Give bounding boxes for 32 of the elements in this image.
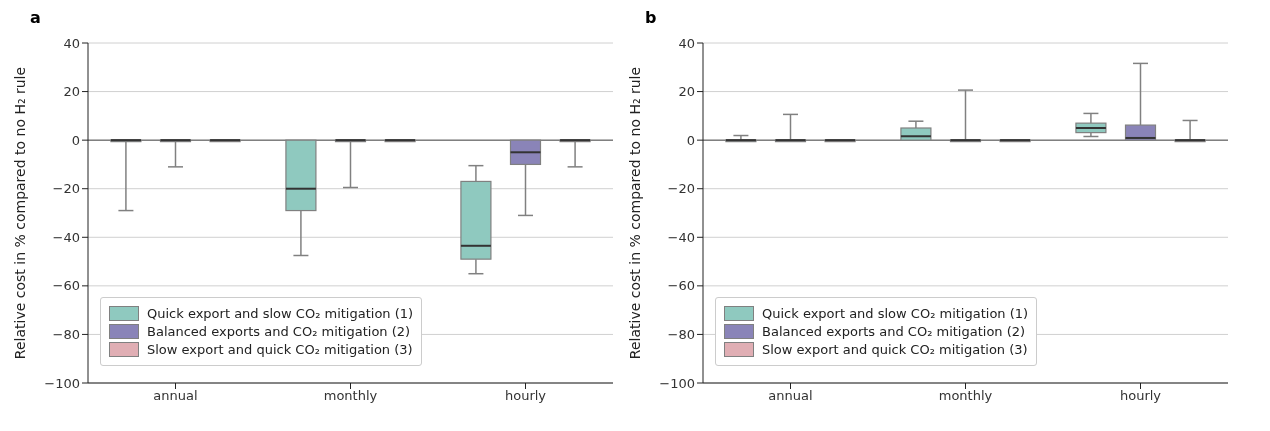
y-axis-title: Relative cost in % compared to no H₂ rule xyxy=(626,66,643,360)
x-tick-label: annual xyxy=(768,388,813,404)
x-tick-label: hourly xyxy=(1119,388,1162,404)
x-tick-label: monthly xyxy=(323,388,378,404)
legend-label: Balanced exports and CO₂ mitigation (2) xyxy=(147,324,411,339)
y-tick-label: −20 xyxy=(52,181,80,197)
y-tick-label: −100 xyxy=(659,375,695,391)
y-tick-label: −40 xyxy=(667,229,695,245)
y-tick-label: 40 xyxy=(678,35,695,51)
y-tick-label: −80 xyxy=(667,327,695,343)
legend-label: Quick export and slow CO₂ mitigation (1) xyxy=(762,306,1029,321)
y-tick-label: 0 xyxy=(71,132,80,148)
y-tick-label: 20 xyxy=(678,84,695,100)
legend-label: Slow export and quick CO₂ mitigation (3) xyxy=(762,342,1028,357)
chart-title: a xyxy=(30,8,41,27)
y-tick-label: −60 xyxy=(667,278,695,294)
legend-label: Slow export and quick CO₂ mitigation (3) xyxy=(147,342,413,357)
x-tick-label: hourly xyxy=(504,388,547,404)
y-tick-label: 0 xyxy=(686,132,695,148)
y-axis-title: Relative cost in % compared to no H₂ rule xyxy=(11,66,28,360)
legend-label: Quick export and slow CO₂ mitigation (1) xyxy=(147,306,414,321)
chart-title: b xyxy=(645,8,657,27)
y-tick-label: −40 xyxy=(52,229,80,245)
y-tick-label: −100 xyxy=(44,375,80,391)
y-tick-label: −80 xyxy=(52,327,80,343)
y-tick-label: 40 xyxy=(63,35,80,51)
y-tick-label: −20 xyxy=(667,181,695,197)
y-tick-label: −60 xyxy=(52,278,80,294)
x-tick-label: monthly xyxy=(938,388,993,404)
legend-label: Balanced exports and CO₂ mitigation (2) xyxy=(762,324,1026,339)
x-tick-label: annual xyxy=(153,388,198,404)
y-tick-label: 20 xyxy=(63,84,80,100)
